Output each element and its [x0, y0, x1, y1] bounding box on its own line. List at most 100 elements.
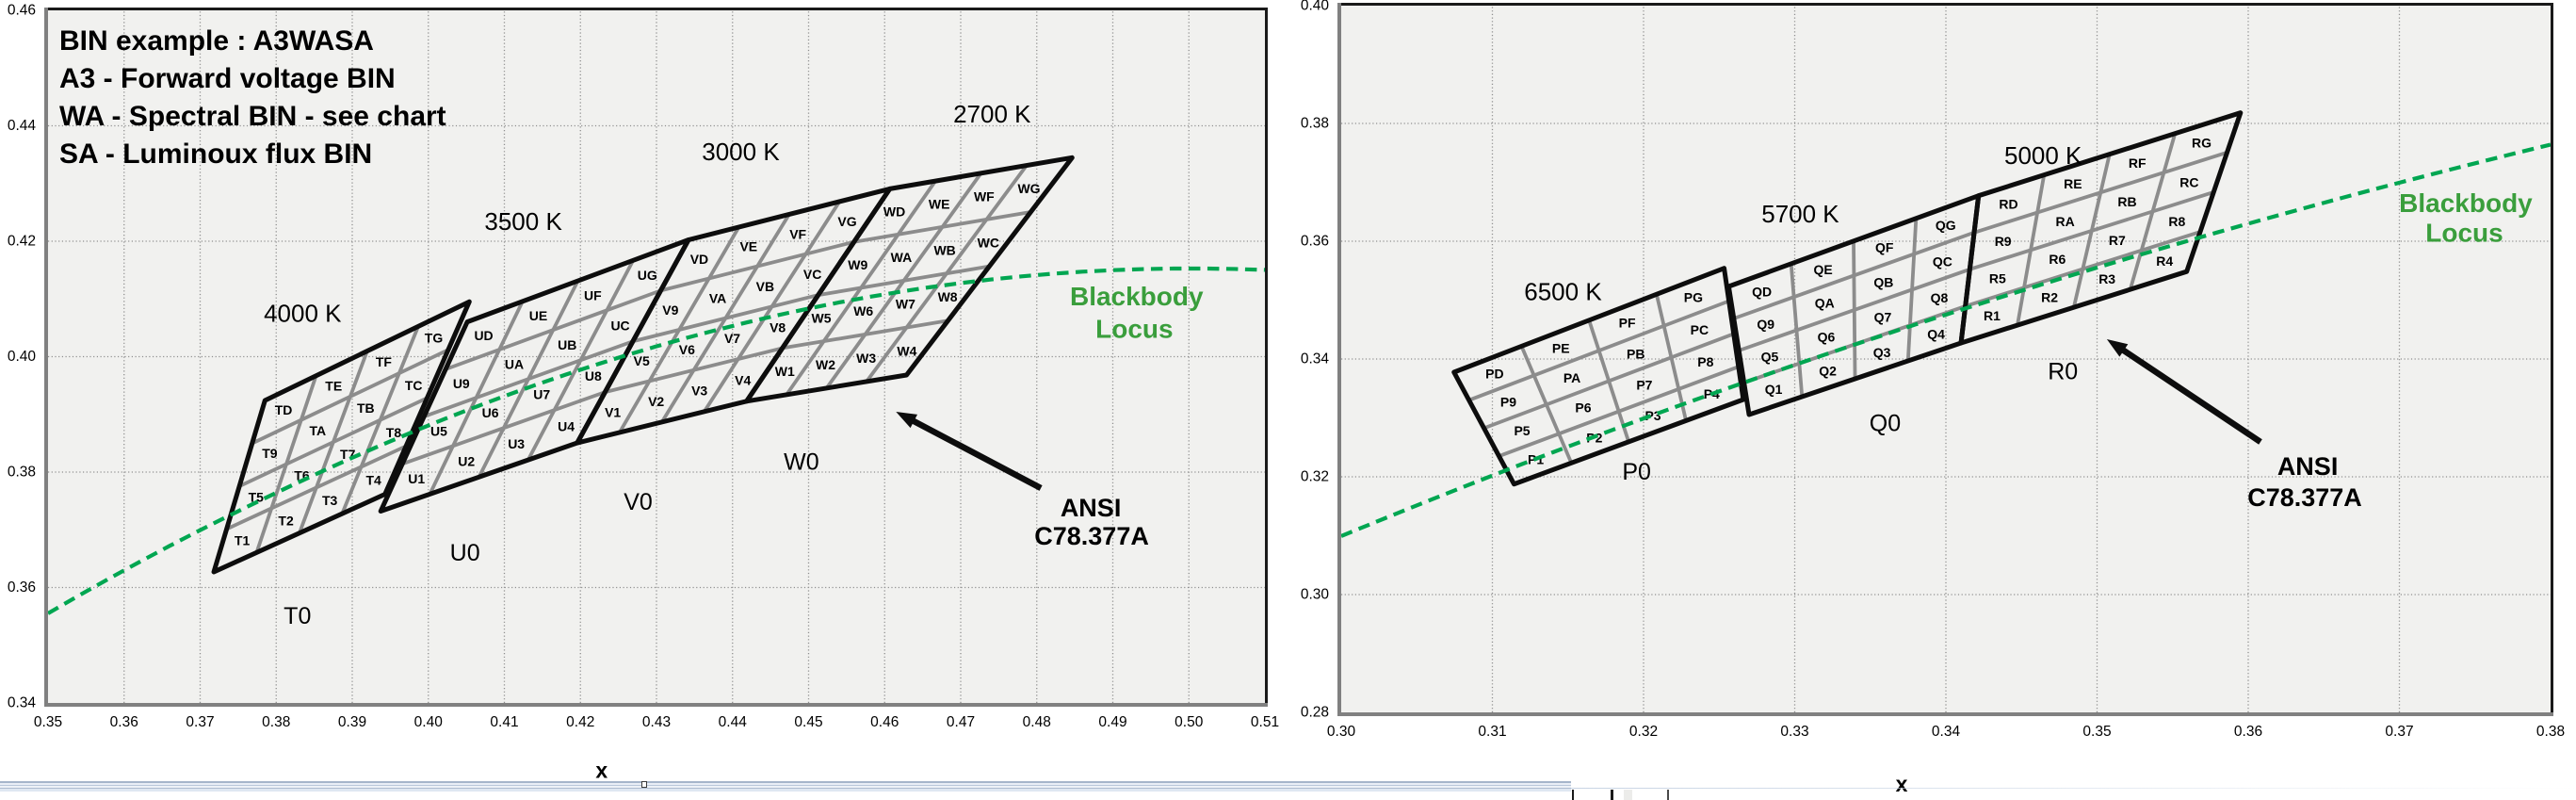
bin-cell-label: RG: [2192, 136, 2211, 151]
x-tick-label: 0.32: [1629, 724, 1658, 740]
x-tick-label: 0.41: [490, 714, 518, 730]
bin-cell-label: TC: [405, 378, 423, 393]
bin-grid-line-u: [340, 324, 420, 516]
ansi-label: C78.377A: [2247, 483, 2362, 512]
bin-cell-label: PG: [1684, 290, 1703, 305]
chart-title-block: BIN example : A3WASA A3 - Forward voltag…: [59, 23, 446, 173]
bin-cell-label: V2: [648, 394, 664, 409]
x-tick-label: 0.36: [2234, 724, 2262, 740]
bin-inner-grid: [1963, 131, 2229, 327]
bin-cell-label: VB: [756, 279, 774, 294]
bin-cell-label: PC: [1691, 322, 1709, 337]
x-tick-label: 0.50: [1175, 714, 1204, 730]
bin-grid-line-v: [631, 293, 820, 344]
bin-cell-label: TB: [357, 400, 375, 416]
bin-cell-label: T9: [262, 446, 278, 461]
x-tick-label: 0.38: [2536, 724, 2565, 740]
ansi-label: ANSI: [1061, 494, 1122, 522]
bin-cell-label: Q1: [1765, 382, 1783, 397]
bin-cell-label: WD: [883, 204, 905, 220]
y-tick-label: 0.32: [1301, 469, 1329, 485]
ansi-arrow-head: [2106, 339, 2129, 357]
title-line-3: WA - Spectral BIN - see chart: [59, 101, 446, 132]
bin-cell-label: UF: [584, 287, 602, 302]
x-tick-label: 0.37: [2385, 724, 2413, 740]
bin-group-W0: W1 W2 W3 W4 W5 W6 W7 W8 W9 WA WB WC WD WE WF WG: [744, 155, 1075, 404]
y-tick-label: 0.42: [8, 234, 36, 250]
bin-cell-label: W1: [775, 364, 795, 379]
bin-cell-label: V4: [735, 372, 751, 387]
bin-grid-line-v: [1731, 230, 1976, 320]
title-line-1: BIN example : A3WASA: [59, 25, 374, 57]
bin-cell-label: Q7: [1874, 310, 1892, 325]
y-tick-label: 0.46: [8, 3, 36, 19]
bin-boundary: [1451, 266, 1746, 487]
bin-cell-labels: R1 R2 R3 R4 R5 R6 R7 R8 R9 RA RB RC RD RE RF RG: [1984, 136, 2211, 323]
tick-labels: 0.30 0.31 0.32 0.33 0.34 0.35 0.36 0.37 0.38 0.28…: [1301, 0, 2565, 740]
tick-labels: 0.35 0.36 0.37 0.38 0.39 0.40 0.41 0.42 0.43 0.44…: [8, 3, 1279, 731]
x-axis-title: x: [595, 759, 608, 783]
y-tick-label: 0.30: [1301, 587, 1330, 603]
bin-cell-label: PE: [1552, 340, 1570, 355]
bin-inner-grid: [400, 258, 663, 497]
ansi-label: C78.377A: [1034, 522, 1149, 550]
bin-cell-label: WG: [1017, 181, 1040, 196]
bin-cell-label: VF: [789, 226, 806, 241]
bin-cell-label: W3: [856, 351, 876, 366]
bin-cell-label: P6: [1575, 400, 1591, 416]
scrollbar-track-fade: [0, 789, 1571, 792]
bin-cell-label: T3: [322, 493, 338, 508]
bin-grid-line-v: [1972, 150, 2229, 235]
scrollbar-handle[interactable]: [640, 781, 647, 788]
bin-cell-label: T4: [365, 473, 381, 488]
bin-group-label: V0: [624, 489, 653, 515]
bin-group-label: R0: [2048, 358, 2078, 384]
x-tick-label: 0.33: [1780, 724, 1808, 740]
bin-cell-label: U6: [482, 405, 499, 420]
x-tick-label: 0.37: [186, 714, 214, 730]
bin-boundary: [1958, 110, 2244, 346]
bin-cell-label: R4: [2156, 253, 2173, 269]
y-tick-label: 0.40: [1301, 0, 1330, 14]
bin-cell-labels: Q1 Q2 Q3 Q4 Q5 Q6 Q7 Q8 Q9 QA QB QC QD QE QF QG: [1752, 218, 1956, 397]
scrollbar-track-line: [0, 786, 1571, 788]
bin-cell-label: V3: [691, 384, 707, 399]
bin-cell-label: TF: [376, 354, 393, 369]
bin-grid-line-u: [1654, 292, 1688, 423]
y-tick-label: 0.34: [1301, 351, 1330, 367]
bin-cell-label: R1: [1984, 308, 2001, 323]
bin-group-label: W0: [784, 449, 819, 476]
bin-cell-label: U4: [558, 418, 575, 433]
x-tick-label: 0.46: [870, 714, 899, 730]
y-tick-label: 0.40: [8, 349, 37, 365]
bottom-edge-mark: [1666, 790, 1669, 800]
ansi-arrow-head: [896, 412, 917, 429]
bin-cell-label: Q5: [1761, 350, 1779, 365]
bin-inner-grid: [224, 324, 450, 555]
bin-cell-labels: W1 W2 W3 W4 W5 W6 W7 W8 W9 WA WB WC WD WE WF WG: [775, 181, 1041, 379]
bin-grid-line-v: [658, 239, 856, 293]
bin-cell-labels: V1 V2 V3 V4 V5 V6 V7 V8 V9 VA VB VC VD VE VF VG: [605, 214, 857, 419]
ansi-arrow-line: [2117, 344, 2262, 445]
bin-inner-grid: [780, 163, 1033, 397]
x-tick-label: 0.31: [1478, 724, 1506, 740]
x-tick-label: 0.36: [110, 714, 138, 730]
bin-inner-grid: [1466, 292, 1741, 465]
bin-cell-label: UE: [529, 308, 547, 323]
bin-cell-label: W5: [812, 311, 832, 326]
bin-cell-label: V6: [679, 342, 695, 357]
ansi-arrow: [896, 412, 1043, 491]
bin-cell-label: RF: [2129, 155, 2147, 171]
bin-cell-label: R5: [1989, 270, 2006, 286]
ansi-arrow-line: [907, 416, 1043, 491]
bin-grid-line-v: [1482, 332, 1736, 431]
bin-cell-label: QF: [1875, 239, 1894, 254]
bin-cell-label: WB: [933, 242, 955, 257]
bin-cell-label: WE: [929, 196, 950, 211]
x-tick-label: 0.47: [947, 714, 975, 730]
bin-cell-label: Q4: [1927, 326, 1945, 341]
chromaticity-chart-cool-white: P1P2P3P4P5P6P7P8P9PAPBPCPDPEPFPGP0Q1Q2Q3…: [1301, 0, 2565, 796]
bin-cell-label: VA: [709, 290, 726, 305]
